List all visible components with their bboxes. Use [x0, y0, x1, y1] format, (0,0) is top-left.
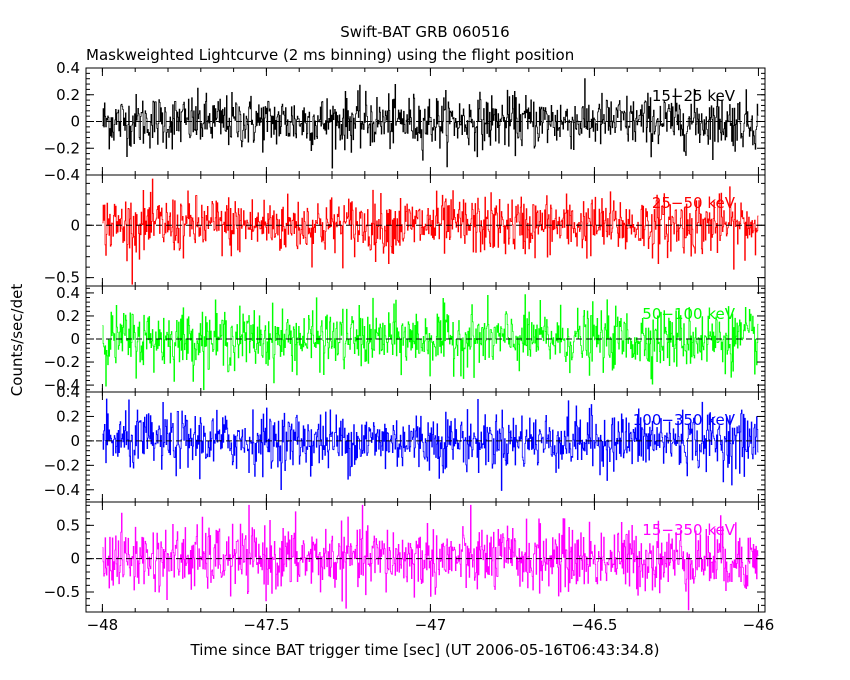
y-tick-label: 0.2 — [56, 407, 80, 425]
panel-3: −0.4 −0.2 0 0.2 0.4 50−100 keV — [44, 284, 766, 394]
panel-frame-5 — [85, 501, 766, 613]
series-line-3 — [102, 294, 759, 391]
y-tick-label: −0.5 — [44, 269, 80, 287]
band-label-1: 15−25 keV — [652, 87, 736, 105]
y-tick-label: 0.2 — [56, 307, 80, 325]
x-tick-label: −48 — [87, 616, 119, 634]
y-tick-label: −0.4 — [44, 376, 80, 394]
band-label-5: 15−350 keV — [642, 521, 735, 539]
y-tick-label: 0.4 — [56, 383, 80, 401]
y-tick-label: 0 — [70, 216, 80, 234]
y-tick-label: −0.2 — [44, 139, 80, 157]
panel-5: −0.5 0 0.5 15−350 keV — [44, 501, 766, 613]
y-tick-label: −0.4 — [44, 481, 80, 499]
panel-1: −0.4 −0.2 0 0.2 0.4 15−25 keV — [44, 59, 766, 184]
x-axis-label: Time since BAT trigger time [sec] (UT 20… — [190, 641, 660, 659]
x-tick-label: −46 — [743, 616, 775, 634]
series-line-1 — [102, 78, 759, 169]
y-tick-label: 0 — [70, 113, 80, 131]
x-axis: −48 −47.5 −47 −46.5 −46 — [87, 616, 775, 634]
y-tick-label: 0.2 — [56, 86, 80, 104]
y-axis-label: Counts/sec/det — [8, 284, 26, 397]
series-line-2 — [102, 178, 759, 285]
band-label-2: 25−50 keV — [652, 194, 736, 212]
y-tick-label: −0.2 — [44, 456, 80, 474]
y-tick-label: −0.4 — [44, 166, 80, 184]
x-tick-label: −46.5 — [571, 616, 617, 634]
y-tick-label: 0 — [70, 550, 80, 568]
y-tick-label: 0.5 — [56, 516, 80, 534]
y-tick-label: −0.5 — [44, 583, 80, 601]
band-label-3: 50−100 keV — [642, 305, 735, 323]
x-tick-label: −47.5 — [243, 616, 289, 634]
series-line-5 — [102, 504, 759, 611]
y-tick-label: 0.4 — [56, 284, 80, 302]
panel-2: −0.5 0 25−50 keV — [44, 174, 766, 287]
y-tick-label: 0.4 — [56, 59, 80, 77]
x-tick-label: −47 — [415, 616, 447, 634]
band-label-4: 100−350 keV — [633, 411, 736, 429]
panel-4: −0.4 −0.2 0 0.2 0.4 100−350 keV — [44, 383, 766, 503]
y-tick-label: −0.2 — [44, 353, 80, 371]
chart-title: Swift-BAT GRB 060516 — [340, 23, 509, 41]
y-tick-label: 0 — [70, 432, 80, 450]
y-tick-label: 0 — [70, 330, 80, 348]
chart-subtitle: Maskweighted Lightcurve (2 ms binning) u… — [86, 46, 574, 64]
